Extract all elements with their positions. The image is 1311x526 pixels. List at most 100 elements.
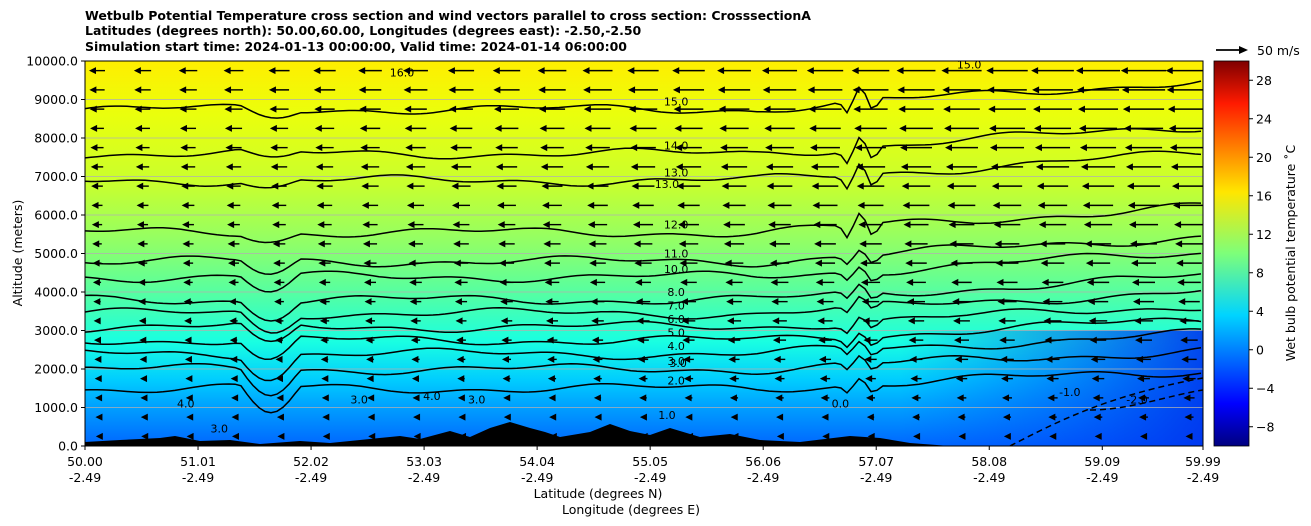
wind-vector-head-6-13 — [676, 182, 684, 190]
colorbar-tick-label-7: 20 — [1256, 150, 1272, 165]
wind-vector-head-2-17 — [853, 105, 861, 113]
wind-vector-head-12-21 — [1042, 298, 1050, 306]
wind-vector-head-9-12 — [633, 240, 641, 248]
wind-vector-head-3-16 — [809, 124, 817, 132]
wind-vector-head-9-3 — [227, 240, 235, 248]
wind-vector-head-7-20 — [992, 201, 1000, 209]
wind-vector-head-1-0 — [89, 86, 97, 94]
wind-vector-head-8-2 — [182, 221, 190, 229]
wind-vector-head-16-0 — [94, 375, 102, 383]
wind-vector-head-10-13 — [679, 259, 687, 267]
wind-vector-head-13-15 — [772, 317, 780, 325]
wind-vector-head-10-10 — [544, 259, 552, 267]
wind-vector-head-11-4 — [273, 278, 281, 286]
wind-vector-head-15-24 — [1181, 355, 1189, 363]
wind-vector-head-2-3 — [224, 105, 232, 113]
wind-vector-head-8-20 — [993, 221, 1001, 229]
wind-vector-head-14-2 — [184, 336, 192, 344]
wind-vector-head-10-0 — [92, 259, 100, 267]
wind-vector-head-2-15 — [763, 105, 771, 113]
x-tick-label-lon-4: -2.49 — [521, 470, 553, 485]
wind-vector-head-1-19 — [942, 86, 950, 94]
quiver-key: 50 m/s — [1216, 43, 1300, 58]
wind-vector-head-18-4 — [276, 413, 284, 421]
wind-vector-head-11-1 — [138, 278, 146, 286]
wind-vector-head-9-13 — [678, 240, 686, 248]
wind-vector-head-11-16 — [815, 278, 823, 286]
wind-vector-head-4-18 — [900, 144, 908, 152]
contour-label-3: 5.0 — [667, 326, 685, 339]
x-tick-label-lon-1: -2.49 — [182, 470, 214, 485]
wind-vector-head-2-9 — [494, 105, 502, 113]
wind-vector-head-6-1 — [136, 182, 144, 190]
wind-vector-head-16-9 — [502, 375, 510, 383]
wind-vector-head-2-21 — [1033, 105, 1041, 113]
wind-vector-head-14-20 — [999, 336, 1007, 344]
wind-vector-head-3-23 — [1123, 124, 1131, 132]
wind-vector-head-7-23 — [1127, 201, 1135, 209]
wind-vector-head-8-6 — [362, 221, 370, 229]
wind-vector-head-7-13 — [677, 201, 685, 209]
y-tick-label-2: 2000.0 — [34, 362, 78, 377]
wind-vector-head-6-20 — [991, 182, 999, 190]
wind-vector-head-15-5 — [320, 355, 328, 363]
wind-vector-head-18-18 — [912, 413, 920, 421]
wind-vector-head-5-2 — [180, 163, 188, 171]
wind-vector-head-14-11 — [591, 336, 599, 344]
wind-vector-head-9-23 — [1129, 240, 1137, 248]
x-tick-label-lat-1: 51.01 — [180, 454, 216, 469]
wind-vector-head-4-14 — [720, 144, 728, 152]
wind-vector-head-3-24 — [1168, 124, 1176, 132]
wind-vector-head-12-0 — [93, 298, 101, 306]
wind-vector-head-1-16 — [807, 86, 815, 94]
colorbar-tick-label-0: −8 — [1256, 419, 1274, 434]
wind-vector-head-19-0 — [95, 432, 103, 440]
chart-title-line-1: Wetbulb Potential Temperature cross sect… — [85, 8, 811, 23]
wind-vector-head-17-24 — [1183, 394, 1191, 402]
wind-vector-head-9-0 — [92, 240, 100, 248]
wind-vector-head-16-16 — [819, 375, 827, 383]
wind-vector-head-10-22 — [1085, 259, 1093, 267]
wind-vector-head-7-7 — [406, 201, 414, 209]
colorbar-tick-label-9: 28 — [1256, 73, 1272, 88]
contour-label-1: 3.0 — [667, 355, 685, 368]
wind-vector-head-8-21 — [1038, 221, 1046, 229]
extra-contour-label-1: 4.0 — [423, 390, 441, 403]
wind-vector-head-7-10 — [542, 201, 550, 209]
wind-vector-head-19-23 — [1140, 432, 1148, 440]
wind-vector-head-18-21 — [1048, 413, 1056, 421]
wind-vector-head-12-13 — [680, 298, 688, 306]
wind-vector-head-18-24 — [1184, 413, 1192, 421]
wind-vector-head-11-23 — [1131, 278, 1139, 286]
wind-vector-head-12-18 — [906, 298, 914, 306]
wind-vector-head-4-15 — [765, 144, 773, 152]
wind-vector-head-3-0 — [90, 124, 98, 132]
wind-vector-head-15-0 — [94, 355, 102, 363]
wind-vector-head-18-0 — [95, 413, 103, 421]
x-tick-label-lon-8: -2.49 — [973, 470, 1005, 485]
wind-vector-head-3-10 — [539, 124, 547, 132]
wind-vector-head-13-4 — [274, 317, 282, 325]
wind-vector-head-16-5 — [321, 375, 329, 383]
wind-vector-head-7-5 — [316, 201, 324, 209]
wind-vector-head-1-12 — [628, 86, 636, 94]
wind-vector-head-16-22 — [1091, 375, 1099, 383]
wind-vector-head-18-13 — [685, 413, 693, 421]
extra-contour-label-10: 13.0 — [655, 178, 680, 191]
wind-vector-head-17-7 — [412, 394, 420, 402]
x-axis: 50.00-2.4951.01-2.4952.02-2.4953.03-2.49… — [67, 446, 1221, 485]
wind-vector-head-10-6 — [363, 259, 371, 267]
colorbar-ticks: −8 −4 0 4 8 12 16 20 24 28 — [1249, 73, 1274, 434]
contour-label-4: 6.0 — [667, 313, 685, 326]
wind-vector-head-19-3 — [232, 432, 240, 440]
wind-vector-head-5-14 — [720, 163, 728, 171]
wind-vector-head-19-18 — [913, 432, 921, 440]
extra-contour-label-0: 4.0 — [177, 398, 195, 411]
wind-vector-head-0-20 — [986, 67, 994, 75]
wind-vector-head-12-17 — [861, 298, 869, 306]
wind-vector-head-10-4 — [273, 259, 281, 267]
wind-vector-head-16-20 — [1001, 375, 1009, 383]
wind-vector-head-6-12 — [631, 182, 639, 190]
wind-vector-head-12-11 — [590, 298, 598, 306]
wind-vector-head-15-1 — [139, 355, 147, 363]
